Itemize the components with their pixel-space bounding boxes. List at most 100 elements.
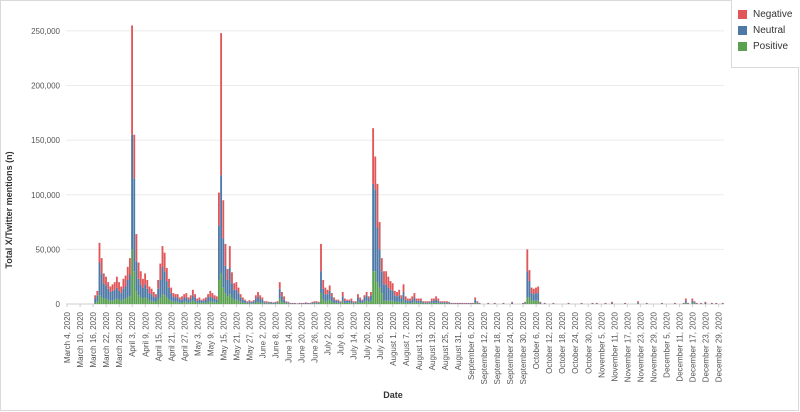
bar-segment-negative	[372, 128, 375, 184]
x-tick-label: August 1, 2020	[389, 311, 398, 365]
bar-segment-positive	[96, 301, 99, 304]
bar-segment-positive	[320, 293, 322, 304]
bar-segment-positive	[209, 301, 212, 304]
x-tick-label: May 27, 2020	[246, 311, 255, 360]
bar-segment-positive	[126, 297, 129, 304]
bar-segment-negative	[233, 283, 236, 290]
bar-segment-negative	[239, 294, 242, 298]
bar-segment-negative	[115, 276, 118, 288]
bar-segment-negative	[333, 297, 335, 300]
bar-segment-positive	[270, 303, 272, 304]
bar-segment-neutral	[604, 303, 607, 304]
bar-segment-neutral	[142, 287, 144, 299]
bar-segment-positive	[237, 300, 240, 304]
bar-segment-positive	[207, 301, 210, 304]
bar-segment-negative	[424, 301, 427, 303]
bar-segment-neutral	[259, 298, 262, 303]
bar-segment-negative	[346, 299, 348, 301]
bar-segment-negative	[409, 298, 411, 301]
bar-segment-positive	[524, 303, 527, 304]
bar-segment-neutral	[159, 279, 162, 298]
bar-segment-negative	[472, 302, 474, 304]
bar-segment-neutral	[437, 300, 440, 303]
bar-segment-neutral	[532, 294, 535, 301]
bar-segment-negative	[404, 296, 407, 300]
bar-segment-neutral	[493, 303, 496, 304]
x-tick-label: March 16, 2020	[89, 311, 98, 367]
bar-segment-neutral	[376, 227, 379, 283]
bar-segment-positive	[343, 302, 346, 304]
bar-segment-neutral	[311, 302, 314, 304]
bar-segment-neutral	[263, 302, 266, 304]
bar-segment-neutral	[204, 299, 207, 303]
legend-label: Neutral	[753, 24, 786, 36]
bar-segment-negative	[107, 282, 110, 289]
bar-segment-positive	[183, 301, 186, 304]
bar-segment-negative	[161, 246, 164, 267]
bar-segment-negative	[126, 266, 129, 280]
bar-segment-negative	[406, 298, 409, 301]
bar-segment-negative	[411, 296, 414, 300]
bar-segment-positive	[346, 302, 348, 304]
bar-segment-negative	[352, 301, 355, 303]
bar-segment-neutral	[398, 295, 401, 302]
bar-segment-positive	[124, 298, 127, 304]
bar-segment-neutral	[567, 303, 570, 304]
bar-segment-positive	[120, 300, 123, 304]
bar-segment-positive	[370, 300, 372, 304]
bar-segment-positive	[194, 301, 196, 304]
bar-segment-neutral	[202, 300, 205, 303]
bar-segment-negative	[159, 263, 162, 280]
legend-item-positive: Positive	[738, 40, 788, 52]
bar-segment-negative	[231, 272, 233, 284]
bar-segment-negative	[309, 302, 312, 304]
bar-segment-neutral	[537, 293, 540, 301]
bar-segment-positive	[144, 297, 147, 304]
bar-segment-negative	[426, 301, 429, 303]
bar-segment-negative	[265, 301, 268, 303]
bar-segment-negative	[456, 302, 459, 304]
bar-segment-positive	[159, 297, 162, 304]
bar-segment-negative	[274, 301, 277, 303]
bar-segment-negative	[543, 302, 546, 304]
bar-segment-negative	[280, 291, 283, 297]
legend-swatch	[738, 9, 747, 19]
bar-segment-neutral	[522, 303, 524, 304]
bar-segment-positive	[389, 300, 392, 304]
x-tick-label: November 23, 2020	[636, 311, 645, 382]
bar-segment-neutral	[684, 300, 687, 303]
bar-segment-negative	[289, 302, 292, 304]
x-axis-title: Date	[383, 390, 403, 400]
bar-segment-neutral	[150, 294, 153, 301]
bar-segment-positive	[202, 302, 205, 304]
bar-segment-neutral	[163, 271, 166, 296]
bar-segment-neutral	[335, 300, 338, 303]
bar-segment-neutral	[474, 299, 477, 303]
legend-swatch	[738, 41, 747, 51]
bar-segment-neutral	[330, 296, 333, 302]
bar-segment-negative	[276, 301, 279, 303]
bar-segment-neutral	[415, 300, 418, 303]
bar-segment-positive	[406, 302, 409, 304]
bar-segment-neutral	[448, 302, 451, 304]
bar-segment-neutral	[324, 294, 327, 302]
bar-segment-neutral	[137, 278, 140, 296]
bar-segment-neutral	[181, 299, 183, 303]
bar-segment-positive	[94, 302, 97, 304]
bar-segment-neutral	[328, 290, 331, 300]
bar-segment-positive	[276, 303, 279, 304]
x-tick-label: May 9, 2020	[206, 311, 215, 356]
bar-segment-neutral	[218, 225, 220, 280]
bar-segment-negative	[704, 301, 707, 303]
bar-segment-neutral	[165, 281, 168, 298]
bar-segment-negative	[387, 276, 390, 288]
bar-segment-negative	[187, 297, 190, 300]
bar-segment-neutral	[580, 303, 583, 304]
bar-segment-negative	[393, 290, 396, 296]
bar-segment-positive	[146, 298, 149, 304]
bar-segment-negative	[567, 302, 570, 304]
bar-segment-negative	[715, 302, 718, 304]
bar-segment-positive	[443, 303, 446, 304]
bar-segment-negative	[222, 200, 225, 239]
bar-segment-negative	[441, 301, 444, 303]
